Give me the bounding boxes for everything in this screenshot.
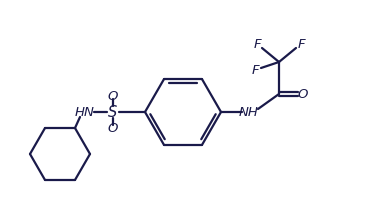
Text: O: O: [108, 121, 118, 135]
Text: NH: NH: [239, 106, 259, 119]
Text: S: S: [108, 104, 118, 119]
Text: F: F: [251, 63, 259, 77]
Text: HN: HN: [75, 106, 95, 119]
Text: F: F: [253, 37, 261, 51]
Text: O: O: [108, 90, 118, 102]
Text: O: O: [298, 87, 308, 100]
Text: F: F: [297, 37, 305, 51]
